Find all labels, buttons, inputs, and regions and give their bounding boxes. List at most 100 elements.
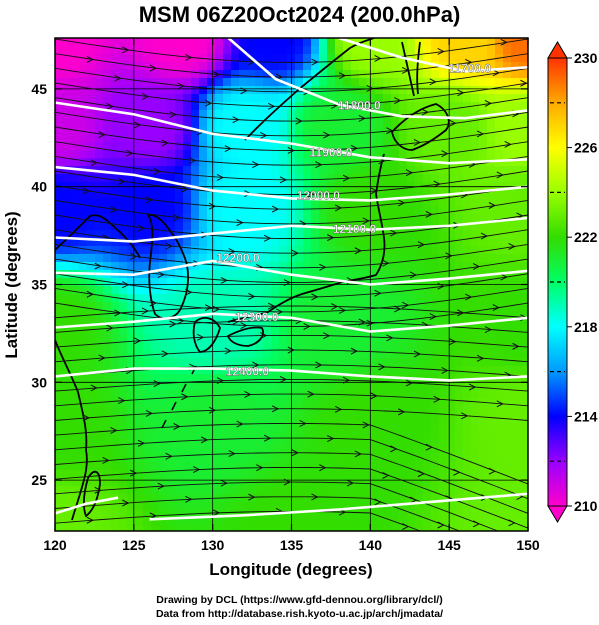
- heat-cell: [247, 166, 256, 175]
- heat-cell: [191, 358, 200, 367]
- heat-cell: [367, 334, 376, 343]
- heat-cell: [367, 254, 376, 263]
- heat-cell: [151, 158, 160, 167]
- heat-cell: [63, 422, 72, 431]
- heat-cell: [391, 102, 400, 111]
- heat-cell: [407, 166, 416, 175]
- heat-cell: [487, 118, 496, 127]
- heat-cell: [151, 294, 160, 303]
- heat-cell: [399, 414, 408, 423]
- heat-cell: [239, 62, 248, 71]
- heat-cell: [79, 470, 88, 479]
- heat-cell: [71, 222, 80, 231]
- heat-cell: [215, 366, 224, 375]
- heat-cell: [303, 422, 312, 431]
- heat-cell: [503, 510, 512, 519]
- heat-cell: [471, 246, 480, 255]
- heat-cell: [159, 214, 168, 223]
- heat-cell: [423, 110, 432, 119]
- heat-cell: [79, 390, 88, 399]
- heat-cell: [207, 262, 216, 271]
- heat-cell: [439, 526, 448, 531]
- heat-cell: [423, 358, 432, 367]
- heat-cell: [487, 422, 496, 431]
- heat-cell: [423, 422, 432, 431]
- heat-cell: [151, 150, 160, 159]
- heat-cell: [103, 62, 112, 71]
- streamline-arrow: [279, 375, 288, 383]
- heat-cell: [455, 518, 464, 527]
- heat-cell: [399, 446, 408, 455]
- heat-cell: [431, 294, 440, 303]
- heat-cell: [351, 390, 360, 399]
- heat-cell: [495, 174, 504, 183]
- heat-cell: [175, 366, 184, 375]
- heat-cell: [343, 206, 352, 215]
- heat-cell: [335, 230, 344, 239]
- heat-cell: [455, 278, 464, 287]
- heat-cell: [423, 294, 432, 303]
- heat-cell: [95, 206, 104, 215]
- heat-cell: [423, 166, 432, 175]
- heat-cell: [215, 102, 224, 111]
- heat-cell: [127, 142, 136, 151]
- heat-cell: [151, 38, 160, 47]
- heat-cell: [303, 406, 312, 415]
- heat-cell: [511, 270, 520, 279]
- heat-cell: [135, 398, 144, 407]
- heat-cell: [503, 414, 512, 423]
- heat-cell: [263, 406, 272, 415]
- heat-cell: [503, 102, 512, 111]
- heat-cell: [119, 286, 128, 295]
- streamline-arrow: [342, 376, 351, 384]
- heat-cell: [207, 270, 216, 279]
- heat-cell: [495, 382, 504, 391]
- heat-cell: [63, 62, 72, 71]
- heat-cell: [415, 278, 424, 287]
- heat-cell: [295, 126, 304, 135]
- heat-cell: [311, 366, 320, 375]
- heat-cell: [71, 422, 80, 431]
- heat-cell: [359, 438, 368, 447]
- heat-cell: [439, 142, 448, 151]
- heat-cell: [391, 246, 400, 255]
- heat-cell: [351, 158, 360, 167]
- heat-cell: [503, 278, 512, 287]
- heat-cell: [143, 294, 152, 303]
- heat-cell: [151, 374, 160, 383]
- heat-cell: [247, 502, 256, 511]
- heat-cell: [455, 414, 464, 423]
- heat-cell: [143, 118, 152, 127]
- heat-cell: [135, 158, 144, 167]
- heat-cell: [151, 494, 160, 503]
- streamline-arrow: [405, 169, 414, 177]
- heat-cell: [111, 214, 120, 223]
- heat-cell: [359, 366, 368, 375]
- heat-cell: [223, 518, 232, 527]
- heat-cell: [127, 166, 136, 175]
- heat-cell: [399, 246, 408, 255]
- heat-cell: [295, 54, 304, 63]
- heat-cell: [463, 430, 472, 439]
- streamline-arrow: [129, 253, 138, 260]
- heat-cell: [143, 278, 152, 287]
- streamline-arrow: [441, 150, 449, 158]
- streamline-arrow: [449, 338, 457, 346]
- heat-cell: [207, 478, 216, 487]
- heat-cell: [103, 174, 112, 183]
- heat-cell: [479, 94, 488, 103]
- heat-cell: [111, 78, 120, 87]
- heat-cell: [455, 254, 464, 263]
- heat-cell: [455, 94, 464, 103]
- heat-cell: [263, 318, 272, 327]
- heat-cell: [71, 494, 80, 503]
- heat-cell: [183, 166, 192, 175]
- heat-cell: [215, 38, 224, 47]
- heat-cell: [519, 366, 528, 375]
- heat-cell: [199, 430, 208, 439]
- heat-cell: [143, 46, 152, 55]
- heat-cell: [255, 134, 264, 143]
- heat-cell: [487, 438, 496, 447]
- heat-cell: [463, 294, 472, 303]
- heat-cell: [391, 502, 400, 511]
